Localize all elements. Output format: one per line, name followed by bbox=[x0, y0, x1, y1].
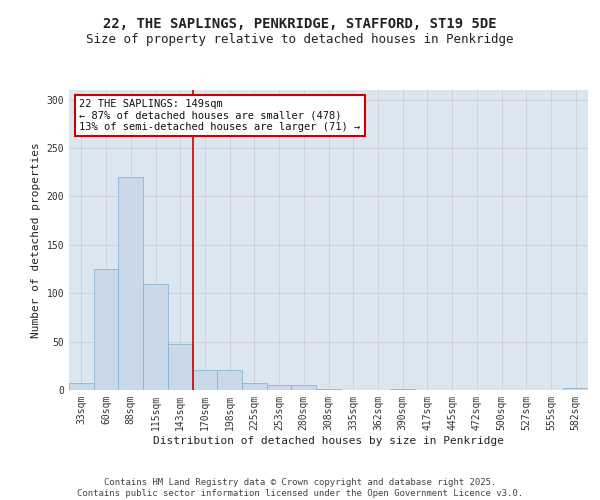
Text: 22, THE SAPLINGS, PENKRIDGE, STAFFORD, ST19 5DE: 22, THE SAPLINGS, PENKRIDGE, STAFFORD, S… bbox=[103, 18, 497, 32]
Bar bbox=[193, 370, 217, 390]
Bar bbox=[316, 389, 341, 390]
Text: 22 THE SAPLINGS: 149sqm
← 87% of detached houses are smaller (478)
13% of semi-d: 22 THE SAPLINGS: 149sqm ← 87% of detache… bbox=[79, 99, 361, 132]
Text: Size of property relative to detached houses in Penkridge: Size of property relative to detached ho… bbox=[86, 32, 514, 46]
Bar bbox=[390, 389, 415, 390]
Bar bbox=[563, 388, 588, 390]
Bar bbox=[69, 383, 94, 390]
Bar bbox=[94, 269, 118, 390]
Bar bbox=[118, 177, 143, 390]
Bar bbox=[217, 370, 242, 390]
Bar bbox=[242, 383, 267, 390]
X-axis label: Distribution of detached houses by size in Penkridge: Distribution of detached houses by size … bbox=[153, 436, 504, 446]
Bar bbox=[267, 385, 292, 390]
Bar bbox=[168, 344, 193, 390]
Text: Contains HM Land Registry data © Crown copyright and database right 2025.
Contai: Contains HM Land Registry data © Crown c… bbox=[77, 478, 523, 498]
Y-axis label: Number of detached properties: Number of detached properties bbox=[31, 142, 41, 338]
Bar bbox=[143, 284, 168, 390]
Bar bbox=[292, 385, 316, 390]
